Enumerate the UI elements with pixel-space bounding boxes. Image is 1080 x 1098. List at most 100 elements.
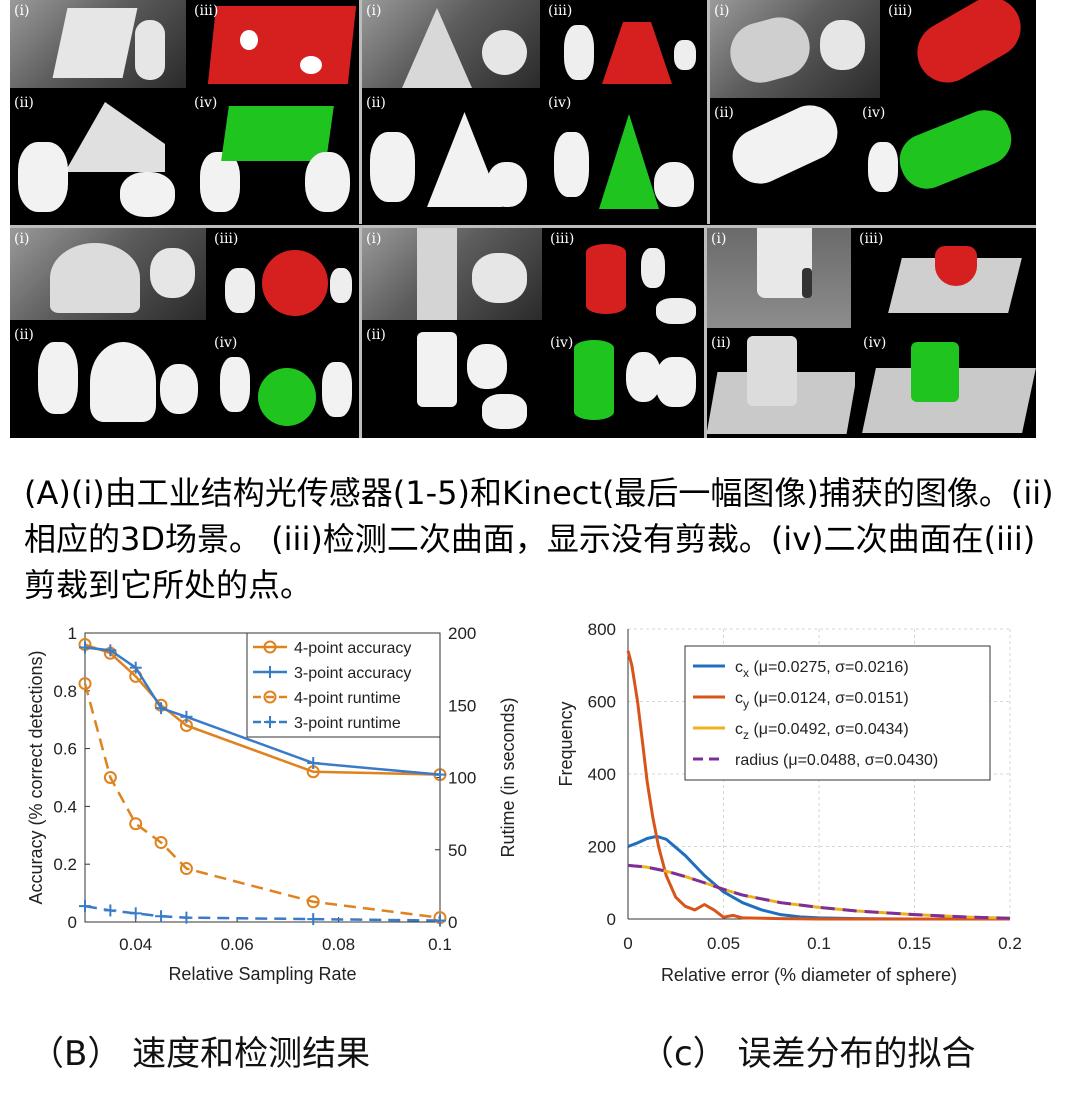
scene-panel-ii: (ii) [362, 324, 542, 438]
x-tick-label: 0.08 [322, 935, 355, 954]
panel-label: (ii) [711, 335, 731, 351]
fit-panel-iv: (iv) [859, 332, 1036, 438]
data-point [129, 661, 142, 674]
fit-panel-iv: (iv) [546, 332, 702, 438]
data-point [79, 641, 91, 654]
panel-label: (iv) [550, 335, 574, 351]
fit-panel-iv: (iv) [210, 332, 358, 438]
quadric-fit-green [258, 368, 316, 426]
legend-label: 3-point runtime [294, 715, 401, 732]
data-point [154, 836, 168, 850]
panel-label: (iv) [194, 95, 218, 111]
quadric-fit-red [602, 22, 672, 84]
x-tick-label: 0.05 [707, 934, 740, 953]
y-tick-label: 0.2 [53, 855, 77, 874]
scene-panel-ii: (ii) [10, 92, 186, 224]
fit-panel-iii: (iii) [544, 0, 706, 88]
photo-panel-i: (i) [707, 228, 851, 328]
quadric-fit-red [207, 6, 357, 84]
panel-label: (iii) [548, 3, 573, 19]
scene-panel-ii: (ii) [710, 102, 854, 224]
accuracy-runtime-chart: 0.04 0.06 0.08 0.1 0 0.2 0.4 0.6 0.8 1 0 50 100 150 20… [26, 624, 518, 984]
scene-group-sheet: (i) (iii) (ii) (iv) [10, 0, 358, 224]
data-point [180, 911, 193, 924]
scene-panel-ii: (ii) [362, 92, 540, 224]
scene-panel-ii: (ii) [707, 332, 855, 438]
data-point [155, 910, 168, 923]
data-point [104, 644, 117, 657]
panel-label: (iii) [194, 3, 219, 19]
photo-panel-i: (i) [362, 228, 542, 320]
figure-c-caption: （c） 误差分布的拟合 [640, 1034, 976, 1074]
fit-panel-iii: (iii) [546, 228, 702, 328]
y-axis-label: Accuracy (% correct detections) [26, 650, 46, 904]
data-point [78, 677, 92, 691]
y-tick-label: 0 [607, 910, 616, 929]
y2-axis-label: Rutime (in seconds) [498, 697, 518, 857]
data-point [264, 666, 276, 678]
legend-box [246, 632, 441, 738]
x-axis-label: Relative error (% diameter of sphere) [661, 965, 957, 985]
panel-label: (i) [366, 3, 382, 19]
quadric-fit-red [262, 250, 328, 316]
data-point [129, 907, 142, 920]
panel-label: (ii) [14, 327, 34, 343]
panel-label: (iii) [859, 231, 884, 247]
y-tick-label: 0.6 [53, 740, 77, 759]
data-point [264, 716, 276, 728]
panel-label: (i) [711, 231, 727, 247]
x-tick-label: 0.04 [119, 935, 152, 954]
fit-panel-iii: (iii) [884, 0, 1036, 98]
data-point [306, 895, 320, 909]
panel-label: (i) [14, 231, 30, 247]
y-tick-label: 1 [68, 624, 77, 643]
legend-label: cx (μ=0.0275, σ=0.0216) [735, 659, 909, 680]
fit-panel-iv: (iv) [544, 92, 706, 224]
panel-label: (ii) [366, 95, 386, 111]
panel-label: (iv) [548, 95, 572, 111]
legend-label: radius (μ=0.0488, σ=0.0430) [735, 752, 938, 769]
data-point [307, 913, 320, 926]
y2-tick-label: 100 [448, 769, 476, 788]
quadric-fit-green [221, 106, 334, 161]
y-tick-label: 0.8 [53, 682, 77, 701]
y2-tick-label: 0 [448, 913, 457, 932]
legend-label: 3-point accuracy [294, 665, 411, 682]
series-line [83, 683, 441, 919]
x-tick-label: 0 [623, 934, 632, 953]
y2-tick-label: 150 [448, 696, 476, 715]
legend-box [684, 645, 991, 781]
legend-label: cz (μ=0.0492, σ=0.0434) [735, 721, 909, 742]
scene-panel-ii: (ii) [10, 324, 206, 438]
legend-label: cy (μ=0.0124, σ=0.0151) [735, 690, 909, 711]
panel-label: (i) [366, 231, 382, 247]
x-axis-label: Relative Sampling Rate [168, 964, 356, 984]
x-tick-label: 0.1 [428, 935, 452, 954]
scene-group-cone: (i) (iii) (ii) (iv) [362, 0, 706, 224]
error-distribution-chart: 0 0.05 0.1 0.15 0.2 0 200 400 600 800 Relative err… [556, 620, 1022, 985]
data-point [263, 640, 277, 654]
photo-panel-i: (i) [10, 228, 206, 320]
legend-label: 4-point runtime [294, 690, 401, 707]
scene-group-can: (i) (iii) (ii) (iv) [710, 0, 1036, 224]
quadric-fit-red [935, 246, 977, 286]
y2-tick-label: 50 [448, 841, 467, 860]
y-tick-label: 0.4 [53, 797, 77, 816]
data-point [79, 900, 91, 913]
scene-group-kinect: (i) (iii) (ii) (iv) [707, 228, 1036, 438]
fit-panel-iv: (iv) [190, 92, 358, 224]
data-point [179, 862, 193, 876]
y-tick-label: 0 [68, 913, 77, 932]
data-point [307, 757, 320, 770]
panel-label: (i) [714, 3, 730, 19]
y-tick-label: 400 [588, 765, 616, 784]
data-point [103, 771, 117, 784]
x-tick-label: 0.1 [807, 934, 831, 953]
panel-label: (ii) [366, 327, 386, 343]
quadric-fit-green [599, 114, 659, 209]
y2-tick-label: 200 [448, 624, 476, 643]
photo-panel-i: (i) [710, 0, 880, 98]
y-tick-label: 800 [588, 620, 616, 639]
panel-label: (iii) [550, 231, 575, 247]
y-axis-label: Frequency [556, 701, 576, 786]
